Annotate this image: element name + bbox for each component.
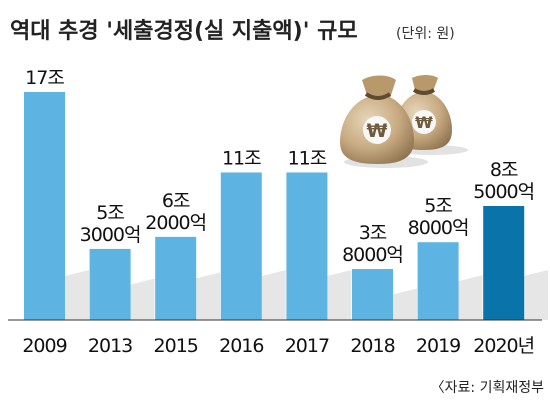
- value-label: 8000억: [342, 244, 403, 266]
- value-label: 11조: [288, 147, 327, 169]
- value-label: 11조: [222, 147, 261, 169]
- value-label: 6조: [162, 190, 190, 212]
- bar-2015: [155, 236, 197, 320]
- x-tick-label: 2015: [154, 335, 198, 357]
- value-label: 5조: [96, 202, 124, 224]
- x-tick-label: 2017: [285, 335, 329, 357]
- value-label: 2000억: [145, 212, 206, 234]
- x-tick-label: 2013: [88, 335, 132, 357]
- bar-2016: [220, 172, 262, 320]
- bar-shadow: [261, 270, 286, 320]
- value-label: 5조: [424, 195, 452, 217]
- svg-text:₩: ₩: [367, 120, 388, 142]
- money-bags-icon: ₩ ₩: [340, 75, 468, 168]
- bar-2018: [352, 269, 393, 320]
- bar-2013: [89, 248, 131, 320]
- value-label: 3000억: [80, 224, 141, 246]
- source-note: 〈자료: 기획재정부: [431, 380, 544, 396]
- bar-shadow: [327, 270, 352, 320]
- chart-title: 역대 추경 '세출경정(실 지출액)' 규모: [10, 19, 358, 44]
- bar-shadow: [65, 270, 89, 320]
- value-label: 5000억: [473, 181, 534, 203]
- x-tick-label: 2019: [416, 335, 460, 357]
- value-label: 3조: [359, 222, 387, 244]
- value-label: 8조: [490, 159, 518, 181]
- bar-2019: [417, 242, 459, 320]
- bar-shadow: [196, 272, 221, 320]
- bar-shadow: [458, 275, 483, 320]
- bar-shadow: [130, 278, 155, 320]
- x-tick-label: 2016: [219, 335, 263, 357]
- svg-text:₩: ₩: [415, 113, 433, 132]
- x-tick-label: 2018: [350, 335, 394, 357]
- value-label: 17조: [25, 67, 64, 89]
- x-tick-label: 2020년: [473, 335, 534, 357]
- bar-2009: [24, 92, 65, 320]
- value-label: 8000억: [408, 217, 469, 239]
- bar-2017: [286, 172, 328, 320]
- bar-shadow: [393, 288, 417, 320]
- unit-note: (단위: 원): [396, 26, 455, 42]
- bar-2020년: [483, 206, 525, 320]
- bar-shadow: [524, 270, 549, 320]
- x-tick-label: 2009: [22, 335, 66, 357]
